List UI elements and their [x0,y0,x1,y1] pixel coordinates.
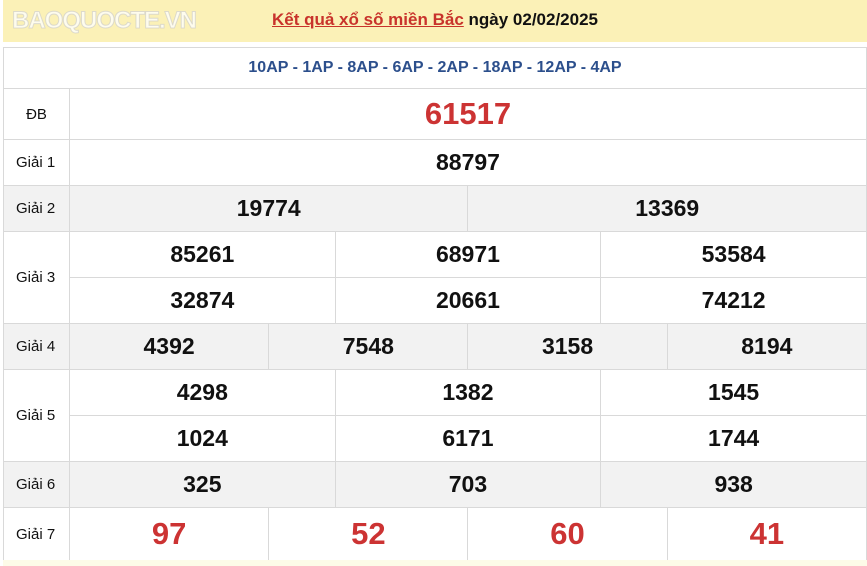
prize-value: 703 [334,461,602,508]
prize-value: 1744 [600,415,867,462]
prize-value: 938 [600,461,867,508]
prize-value: 1545 [600,369,867,416]
results-date: ngày 02/02/2025 [463,10,599,29]
prize-value: 41 [666,507,867,561]
prize-value: 8194 [666,323,867,370]
prize-row-g1: Giải 1 88797 [3,139,867,186]
prize-value: 74212 [600,277,867,324]
prize-row-g5b: 1024 6171 1744 [4,415,867,462]
prize-value: 60 [467,507,668,561]
prize-label: Giải 6 [3,461,70,508]
prize-value: 4392 [68,323,270,370]
prize-value: 3158 [467,323,668,370]
prize-row-g5: Giải 5 4298 1382 1545 [3,369,867,462]
prize-value: 19774 [68,185,469,232]
prize-value: 1382 [334,369,602,416]
prize-label: Giải 4 [3,323,70,370]
prize-value: 97 [68,507,270,561]
prize-value: 61517 [69,88,867,140]
prize-value: 32874 [69,277,336,324]
prize-value: 68971 [334,231,602,278]
prize-value: 4298 [69,369,336,416]
prize-value: 13369 [467,185,867,232]
prize-label: Giải 1 [3,139,70,186]
prize-value: 6171 [334,415,602,462]
prize-row-g6: Giải 6 325 703 938 [3,461,867,508]
prize-row-g3b: 32874 20661 74212 [4,277,867,324]
prize-label: ĐB [3,88,70,140]
prize-label: Giải 5 [3,369,70,462]
prize-label: Giải 3 [3,231,70,324]
prize-label: Giải 7 [3,507,70,561]
prize-row-g4: Giải 4 4392 7548 3158 8194 [3,323,867,370]
results-header: Kết quả xổ số miền Bắc ngày 02/02/2025 [3,0,867,42]
prize-value: 325 [69,461,336,508]
prize-value: 20661 [334,277,602,324]
prize-row-g3: Giải 3 85261 68971 53584 [3,231,867,324]
prize-label: Giải 2 [3,185,70,232]
prize-row-g2: Giải 2 19774 13369 [3,185,867,232]
prize-value: 1024 [69,415,336,462]
prize-value: 52 [268,507,469,561]
prize-value: 85261 [69,231,336,278]
results-title-link[interactable]: Kết quả xổ số miền Bắc [272,10,464,29]
results-table: 10AP - 1AP - 8AP - 6AP - 2AP - 18AP - 12… [3,47,867,561]
ticket-codes: 10AP - 1AP - 8AP - 6AP - 2AP - 18AP - 12… [3,47,867,89]
prize-row-db: ĐB 61517 [3,88,867,140]
codes-row: 10AP - 1AP - 8AP - 6AP - 2AP - 18AP - 12… [3,47,867,89]
prize-value: 88797 [69,139,867,186]
prize-value: 53584 [600,231,867,278]
prize-value: 7548 [268,323,469,370]
prize-row-g7: Giải 7 97 52 60 41 [3,507,867,561]
footer-strip [3,560,867,566]
